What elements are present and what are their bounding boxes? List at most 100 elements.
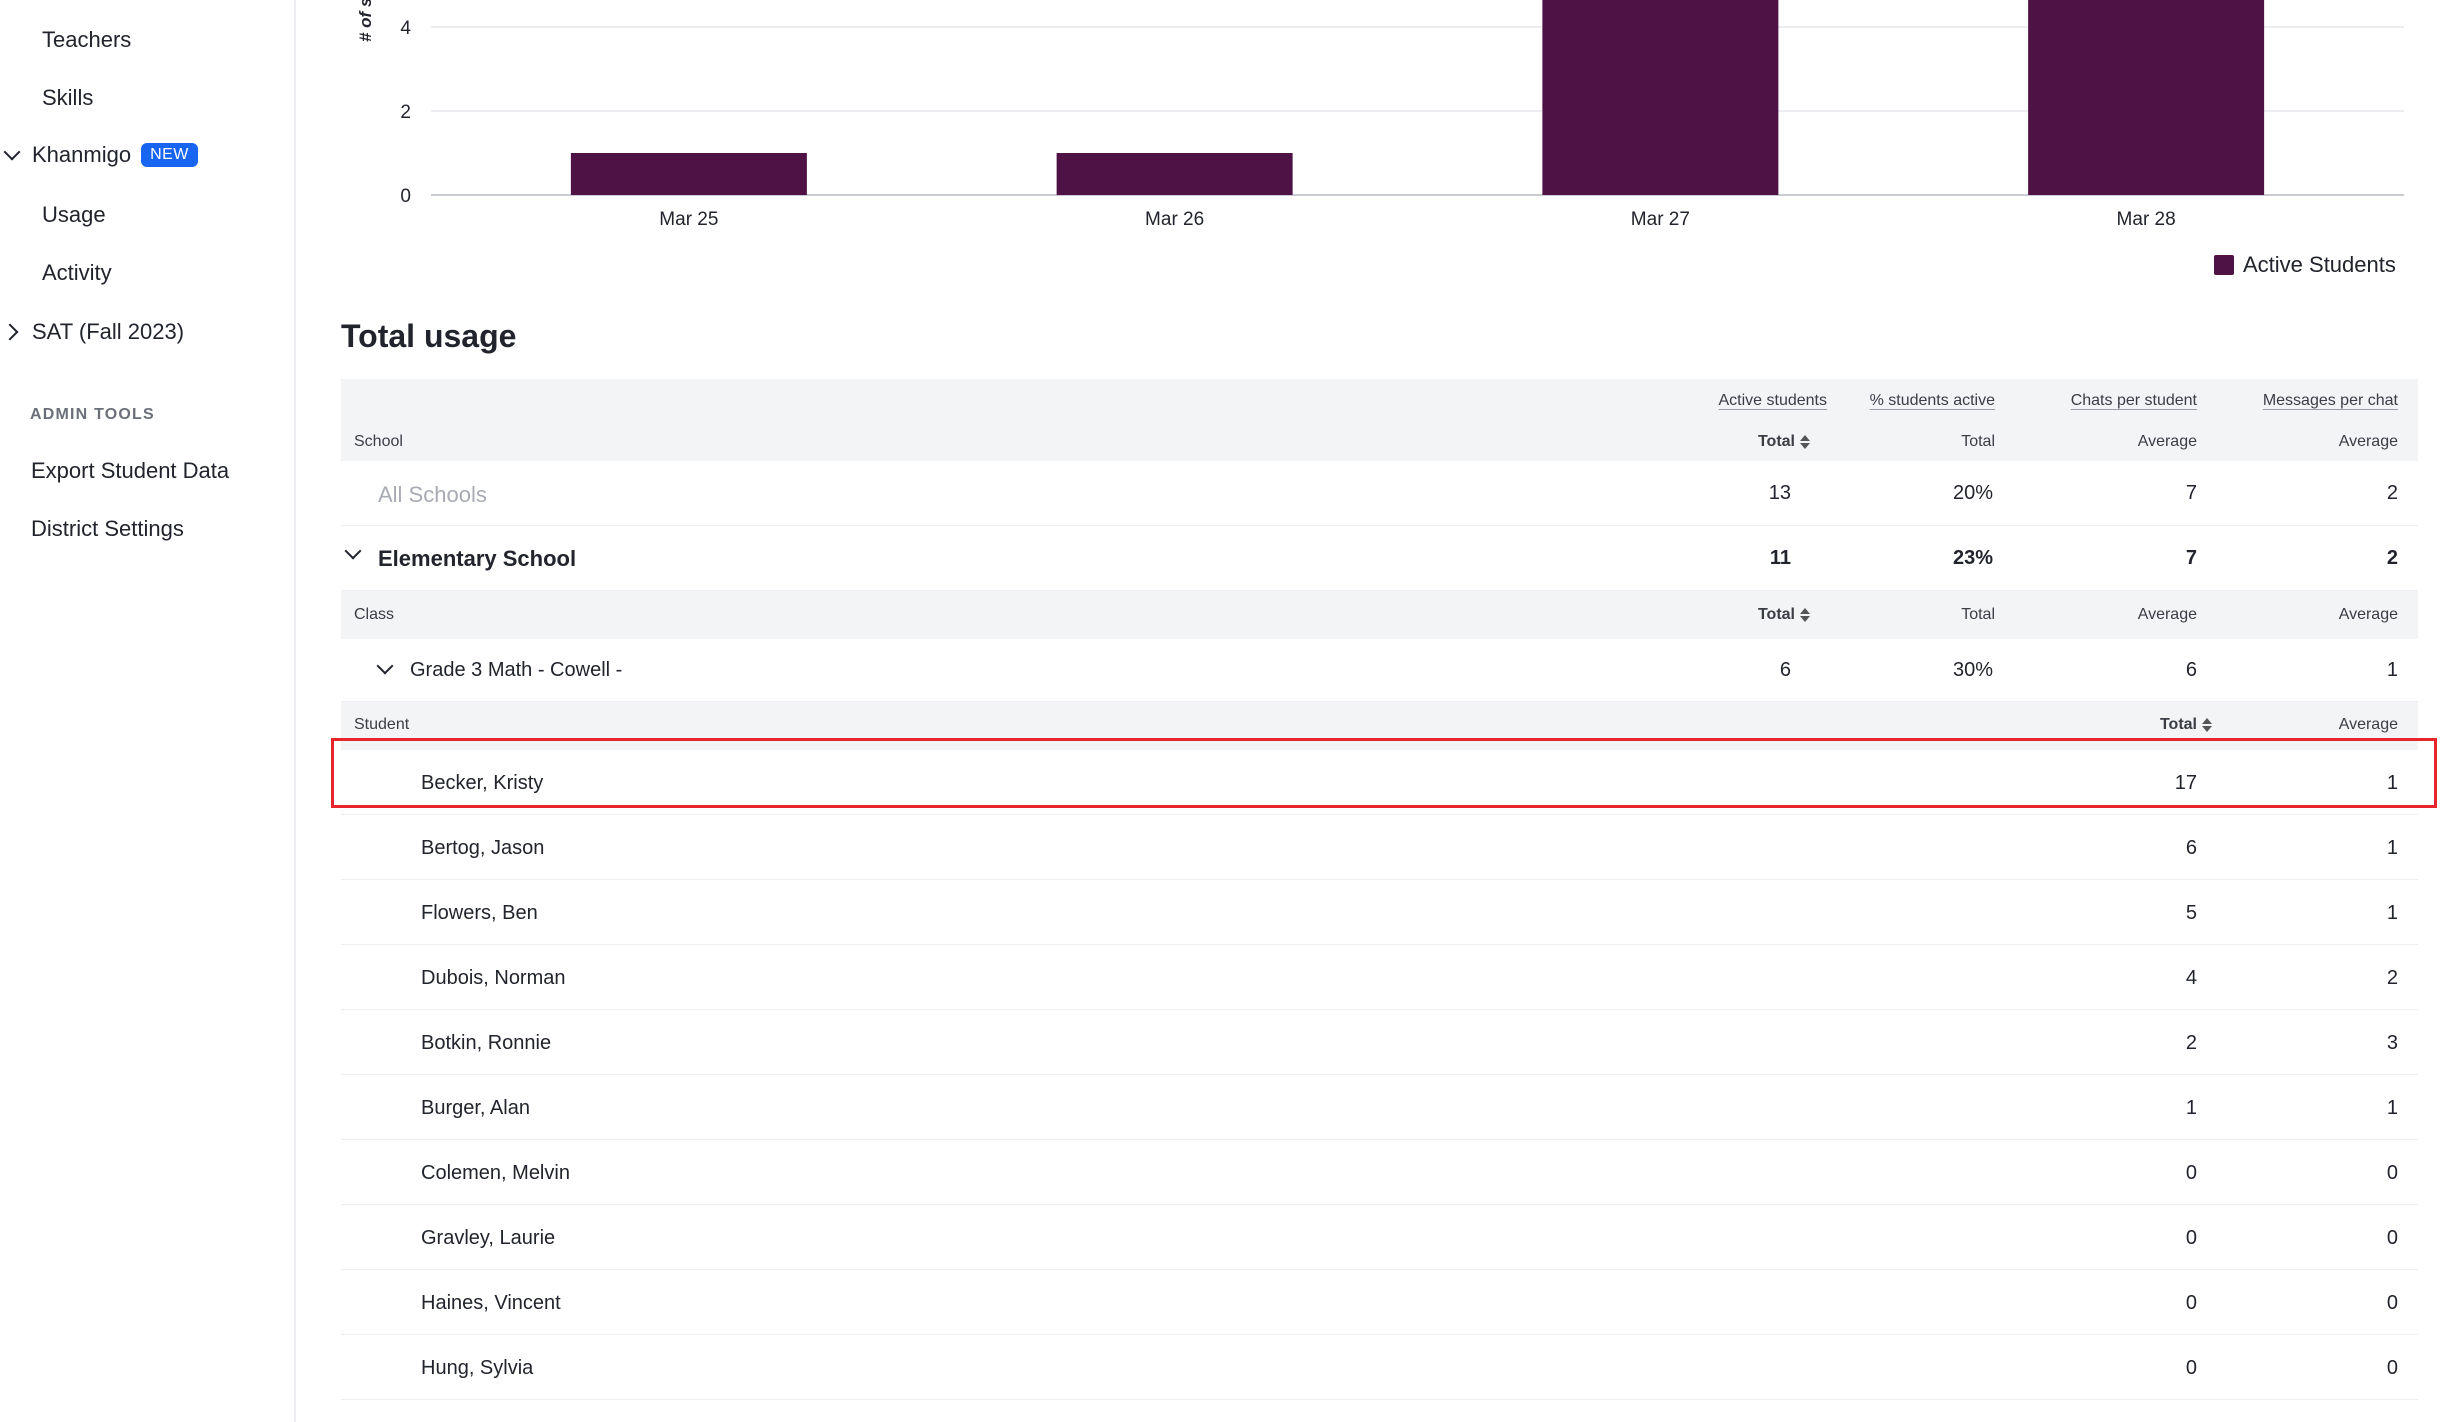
student-name: Hung, Sylvia — [421, 1357, 534, 1379]
student-name: Bertog, Jason — [421, 837, 545, 859]
student-row[interactable]: Colemen, Melvin 0 0 — [341, 1140, 2418, 1205]
sidebar-item-sat[interactable]: SAT (Fall 2023) — [1, 319, 184, 345]
sidebar-item-teachers[interactable]: Teachers — [42, 27, 131, 53]
chevron-down-icon[interactable] — [376, 657, 394, 675]
sort-icon — [2202, 717, 2212, 732]
student-header-row: Student Total Average — [341, 702, 2418, 750]
school-chats: 7 — [2185, 547, 2197, 569]
student-chats: 0 — [2185, 1357, 2197, 1379]
chevron-right-icon — [1, 323, 19, 341]
all-schools-chats: 7 — [2185, 482, 2197, 504]
student-messages: 1 — [2386, 902, 2398, 924]
sidebar-item-khanmigo[interactable]: Khanmigo NEW — [3, 142, 198, 168]
student-messages: 1 — [2386, 772, 2398, 794]
school-name: Elementary School — [378, 546, 577, 571]
class-messages: 1 — [2386, 659, 2398, 681]
new-badge: NEW — [141, 143, 198, 167]
student-row[interactable]: Flowers, Ben 5 1 — [341, 880, 2418, 945]
sort-icon — [1800, 434, 1810, 449]
school-row[interactable]: Elementary School 11 23% 7 2 — [341, 526, 2418, 591]
sidebar-item-district-settings[interactable]: District Settings — [31, 516, 184, 542]
student-row[interactable]: Becker, Kristy 17 1 — [341, 750, 2418, 815]
active-students-chart: 0 2 4 # of s Mar 25 Mar 26 Mar 27 Mar 28 — [340, 0, 2420, 290]
sidebar-item-label: District Settings — [31, 516, 184, 541]
admin-tools-heading: ADMIN TOOLS — [30, 406, 155, 423]
x-tick-label: Mar 26 — [1145, 209, 1204, 230]
chevron-down-icon — [3, 143, 21, 161]
col-messages-per-chat[interactable]: Messages per chat — [2262, 392, 2398, 409]
student-messages: 0 — [2386, 1292, 2398, 1314]
sidebar-item-label: Skills — [42, 85, 94, 110]
student-row[interactable]: Jones, Ike00 — [341, 1400, 2418, 1422]
sidebar-item-activity[interactable]: Activity — [42, 260, 112, 286]
sidebar-item-label: Export Student Data — [31, 458, 230, 483]
student-col-label: Student — [354, 716, 410, 733]
student-name: Haines, Vincent — [421, 1292, 561, 1314]
student-row[interactable]: Haines, Vincent 0 0 — [341, 1270, 2418, 1335]
header-class-pct-total: Total — [1961, 606, 1995, 623]
student-row[interactable]: Hung, Sylvia 0 0 — [341, 1335, 2418, 1400]
student-row[interactable]: Bertog, Jason 6 1 — [341, 815, 2418, 880]
header-label: Total — [1757, 433, 1795, 450]
sort-student-chats-total[interactable]: Total — [2160, 716, 2212, 734]
header-label: Total — [2159, 716, 2197, 733]
student-name: Flowers, Ben — [421, 902, 538, 924]
header-messages-average: Average — [2338, 433, 2398, 450]
class-row[interactable]: Grade 3 Math - Cowell - 6 30% 6 1 — [341, 639, 2418, 702]
col-chats-per-student[interactable]: Chats per student — [2070, 392, 2197, 409]
chart-legend: Active Students — [2214, 252, 2396, 278]
student-chats: 1 — [2185, 1097, 2197, 1119]
student-messages: 0 — [2386, 1357, 2398, 1379]
sidebar-item-usage[interactable]: Usage — [42, 202, 106, 228]
bar — [1542, 0, 1779, 195]
col-active-students[interactable]: Active students — [1718, 392, 1828, 409]
x-tick-label: Mar 27 — [1631, 209, 1690, 230]
school-pct: 23% — [1952, 547, 1993, 569]
class-active: 6 — [1779, 659, 1791, 681]
student-chats: 4 — [2185, 967, 2197, 989]
class-col-label: Class — [354, 606, 395, 623]
sort-class-active-total[interactable]: Total — [1758, 606, 1810, 624]
student-row[interactable]: Burger, Alan 1 1 — [341, 1075, 2418, 1140]
header-class-chats-average: Average — [2137, 606, 2197, 623]
sidebar-item-skills[interactable]: Skills — [42, 85, 93, 111]
all-schools-pct: 20% — [1952, 482, 1993, 504]
student-chats: 2 — [2185, 1032, 2197, 1054]
y-tick-label: 4 — [400, 18, 411, 39]
student-chats: 17 — [2174, 772, 2197, 794]
student-row[interactable]: Gravley, Laurie 0 0 — [341, 1205, 2418, 1270]
student-chats: 0 — [2185, 1292, 2197, 1314]
student-messages: 2 — [2386, 967, 2398, 989]
header-class-messages-average: Average — [2338, 606, 2398, 623]
school-col-label: School — [354, 433, 403, 450]
school-active: 11 — [1769, 547, 1791, 569]
student-chats: 0 — [2185, 1227, 2197, 1249]
school-header-row: Active students % students active Chats … — [341, 379, 2418, 461]
chart-svg: 0 2 4 # of s Mar 25 Mar 26 Mar 27 Mar 28 — [356, 0, 2404, 230]
sidebar-item-export-student-data[interactable]: Export Student Data — [31, 458, 229, 484]
student-chats: 5 — [2185, 902, 2197, 924]
bar — [570, 153, 807, 195]
total-usage-table: Active students % students active Chats … — [341, 379, 2418, 1422]
x-tick-label: Mar 28 — [2117, 209, 2176, 230]
student-chats: 6 — [2185, 837, 2197, 859]
header-chats-average: Average — [2137, 433, 2197, 450]
bar — [2028, 0, 2265, 195]
col-pct-students-active[interactable]: % students active — [1869, 392, 1995, 409]
legend-swatch — [2214, 255, 2234, 275]
student-name: Dubois, Norman — [421, 967, 566, 989]
sort-active-total[interactable]: Total — [1758, 433, 1810, 451]
student-row[interactable]: Dubois, Norman 4 2 — [341, 945, 2418, 1010]
x-tick-label: Mar 25 — [659, 209, 718, 230]
chevron-down-icon[interactable] — [344, 542, 362, 560]
student-rows: Becker, Kristy 17 1 Bertog, Jason 6 1 Flowers,… — [341, 750, 2418, 1422]
sidebar-item-label: Teachers — [42, 27, 132, 52]
sort-icon — [1800, 607, 1810, 622]
student-messages: 0 — [2386, 1162, 2398, 1184]
student-row[interactable]: Botkin, Ronnie 2 3 — [341, 1010, 2418, 1075]
class-header-row: Class Total Total Average Average — [341, 591, 2418, 639]
student-chats: 0 — [2185, 1162, 2197, 1184]
header-label: Total — [1757, 606, 1795, 623]
bar — [1056, 153, 1293, 195]
student-name: Becker, Kristy — [421, 772, 544, 794]
